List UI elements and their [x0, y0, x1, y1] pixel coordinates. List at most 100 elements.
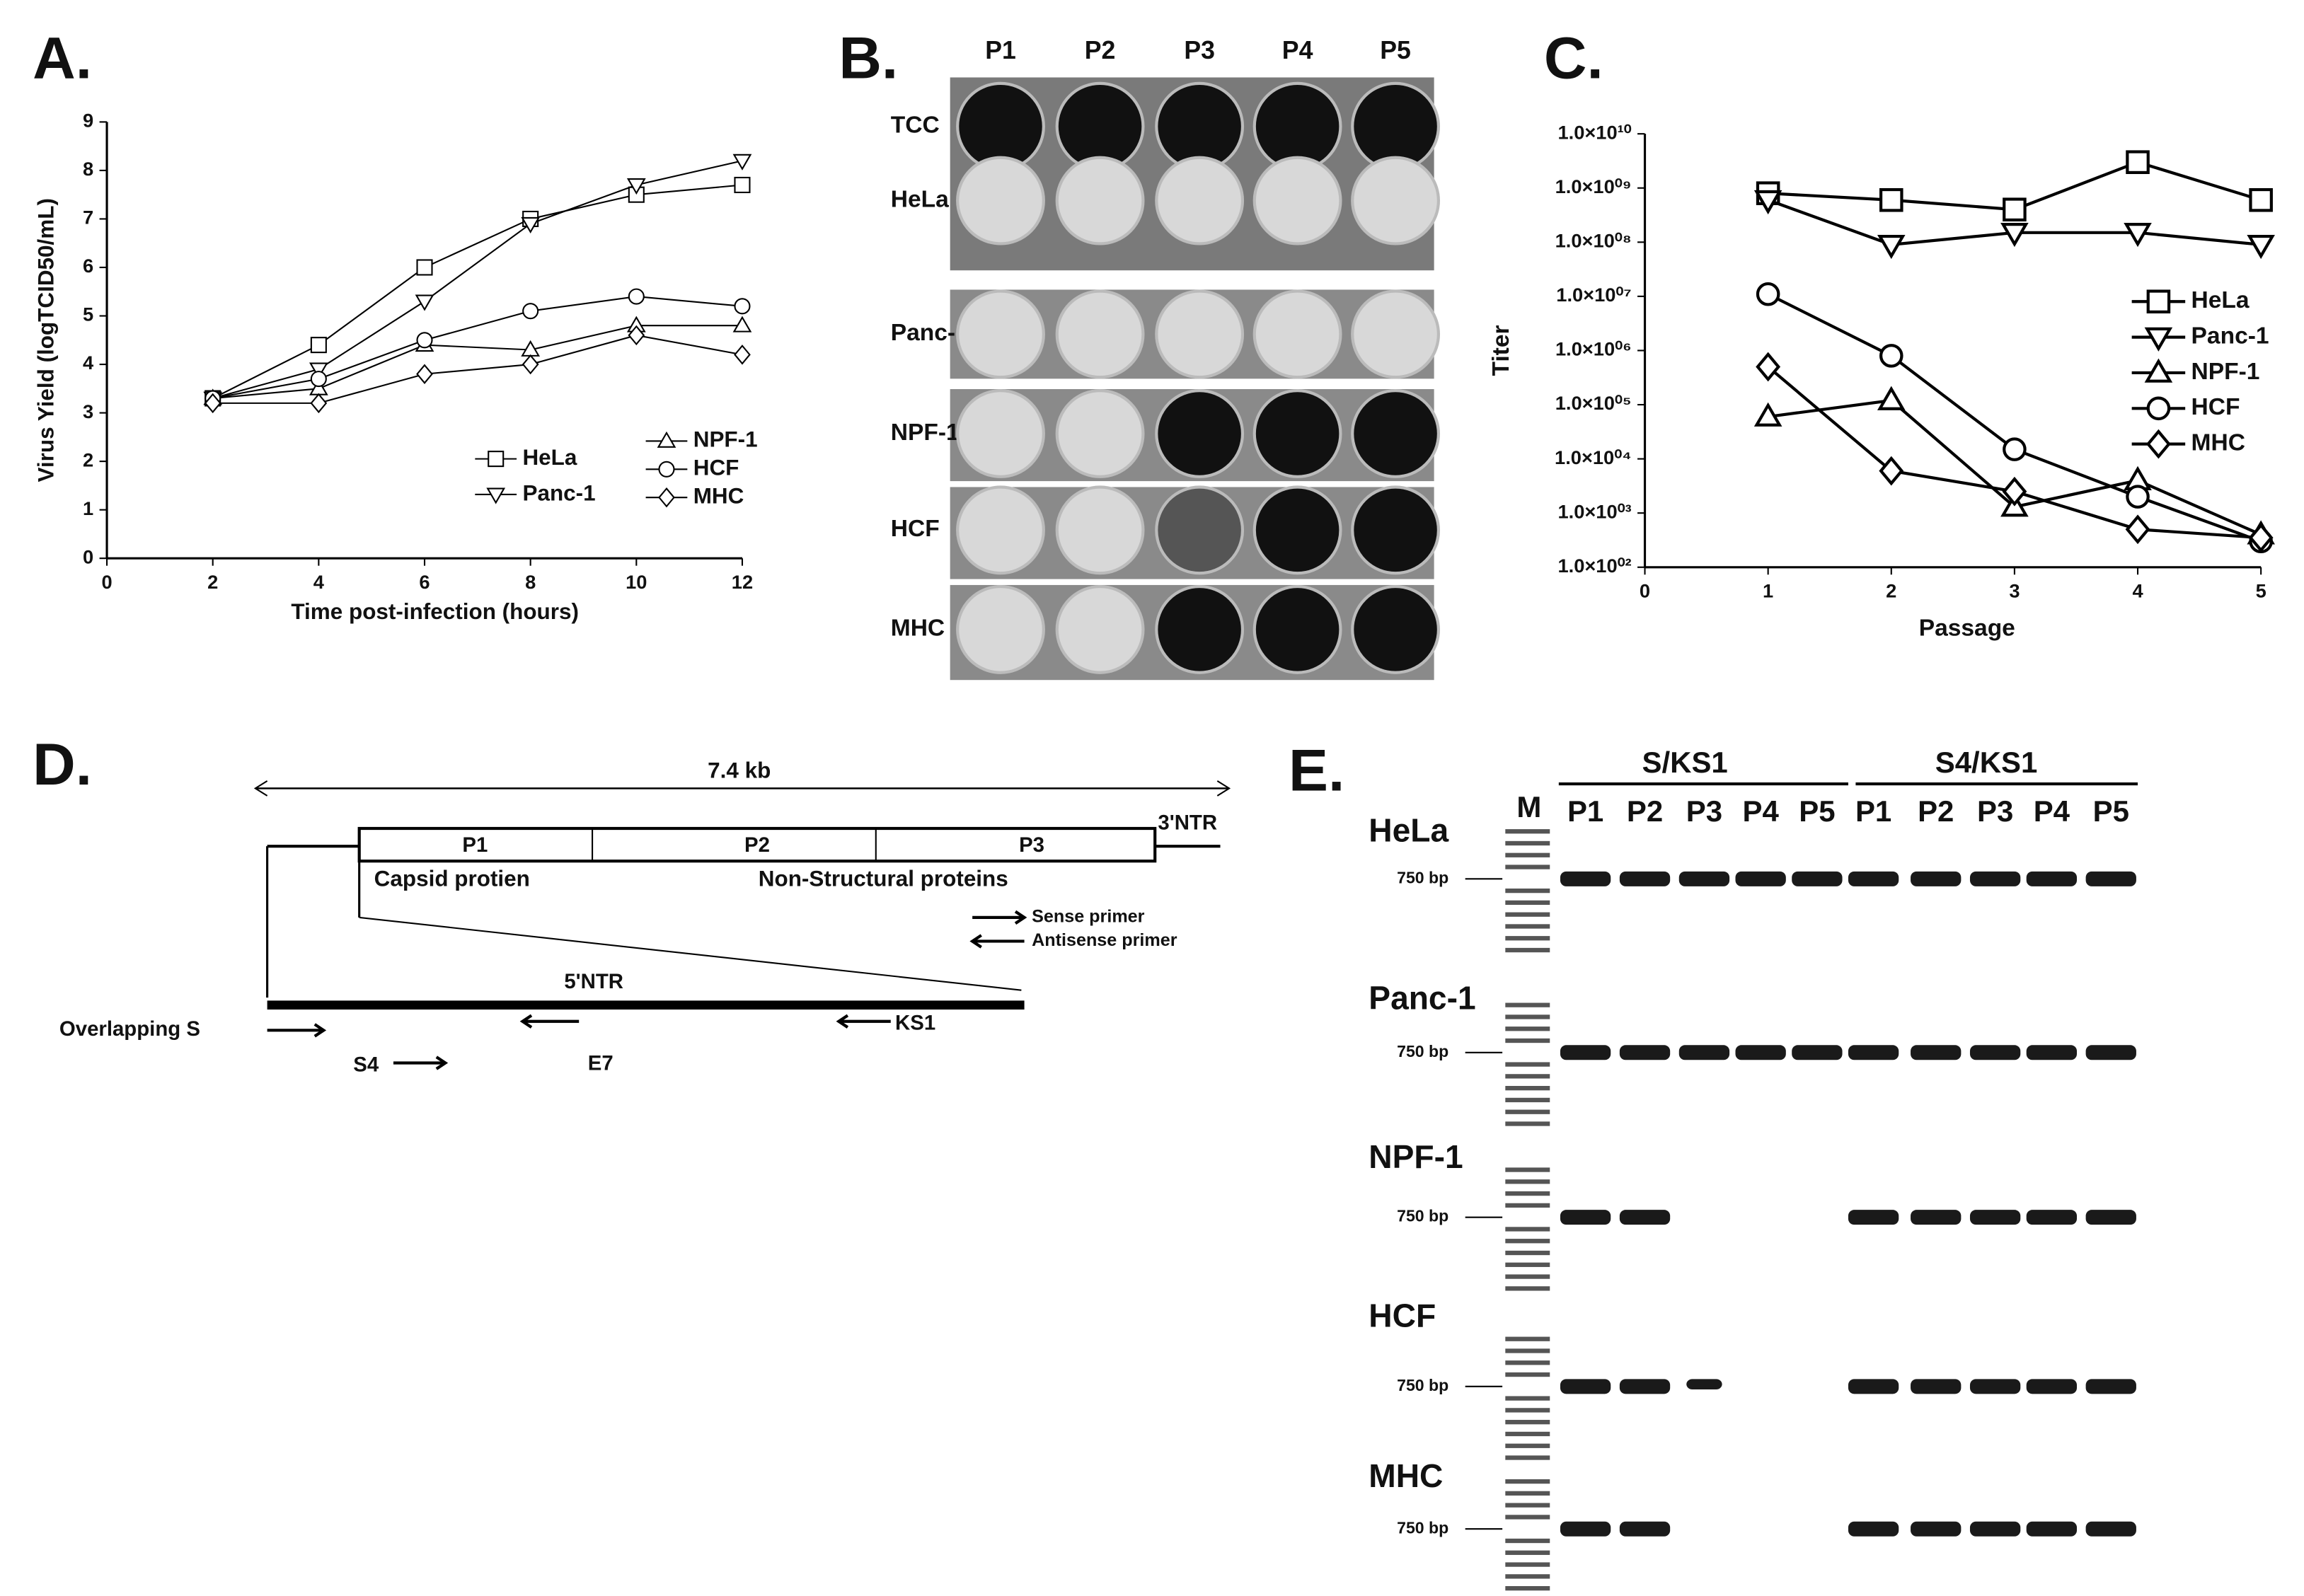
ladder-band — [1505, 1074, 1550, 1079]
ladder-band — [1505, 840, 1550, 846]
marker — [204, 393, 221, 414]
legend-marker — [658, 461, 675, 478]
group-label: S/KS1 — [1642, 746, 1728, 779]
y-tick-label: 1.0×10⁰⁷ — [1556, 284, 1631, 306]
marker — [309, 362, 328, 379]
ladder-band — [1505, 1479, 1550, 1484]
row-label: Panc-1 — [1369, 980, 1475, 1017]
band — [1848, 871, 1899, 886]
row-label: MHC — [1369, 1457, 1443, 1494]
well — [956, 584, 1045, 674]
size-label: 750 bp — [1397, 1518, 1448, 1537]
marker — [2247, 234, 2275, 260]
band — [1619, 871, 1671, 886]
band — [1911, 1210, 1962, 1225]
x-tick-label: 1 — [1763, 580, 1773, 602]
legend-label: HeLa — [522, 445, 577, 470]
ladder-band — [1505, 1274, 1550, 1279]
marker — [416, 332, 433, 349]
ladder-band — [1505, 1396, 1550, 1401]
band — [2026, 1210, 2078, 1225]
marker — [1877, 386, 1906, 410]
row-label: HeLa — [1369, 811, 1448, 848]
ladder-band — [1505, 1586, 1550, 1591]
band — [1619, 1379, 1671, 1394]
well — [1055, 584, 1145, 674]
y-tick-label: 3 — [83, 400, 93, 422]
y-tick-label: 4 — [83, 352, 94, 374]
ladder-band — [1505, 1121, 1550, 1126]
well — [1252, 156, 1342, 245]
y-tick-label: 1.0×10⁰⁴ — [1555, 446, 1632, 468]
group-label: S4/KS1 — [1935, 746, 2038, 779]
ladder-band — [1505, 1250, 1550, 1256]
marker — [522, 354, 539, 375]
marker — [310, 393, 328, 414]
lane-label: P1 — [1855, 794, 1891, 828]
ladder-band — [1505, 1455, 1550, 1460]
x-tick-label: 0 — [1640, 580, 1650, 602]
ladder-band — [1505, 1550, 1550, 1555]
marker — [1756, 282, 1780, 306]
well — [1351, 289, 1440, 379]
x-tick-label: 12 — [732, 571, 753, 593]
ladder-band — [1505, 1336, 1550, 1341]
series-line — [212, 296, 743, 400]
y-tick-label: 1.0×10⁰⁹ — [1555, 175, 1632, 197]
row-label: HCF — [1369, 1297, 1436, 1334]
row-label: Panc-1 — [891, 320, 969, 346]
marker — [416, 259, 433, 276]
ladder-band — [1505, 1420, 1550, 1425]
ladder-band — [1505, 1408, 1550, 1413]
marker — [734, 176, 751, 194]
primer-label: Overlapping S — [59, 1017, 200, 1041]
ladder-band — [1505, 1027, 1550, 1031]
band — [1619, 1521, 1671, 1537]
band — [1848, 1045, 1899, 1060]
band — [2026, 1045, 2078, 1060]
band — [2085, 1045, 2136, 1060]
marker — [628, 288, 645, 305]
well — [1252, 584, 1342, 674]
series-line — [212, 160, 743, 400]
ladder-band — [1505, 1262, 1550, 1267]
column-label: P1 — [985, 36, 1016, 64]
band — [2026, 1379, 2078, 1394]
band — [1969, 1045, 2021, 1060]
legend-marker — [2144, 358, 2173, 383]
x-tick-label: 4 — [313, 571, 325, 593]
lane-label: P3 — [1686, 794, 1722, 828]
ladder-band — [1505, 1086, 1550, 1091]
marker — [1753, 402, 1782, 427]
ntr5-label: 5'NTR — [564, 970, 623, 993]
ladder-band — [1505, 947, 1550, 953]
well — [1351, 485, 1440, 575]
lane-label: P2 — [1627, 794, 1663, 828]
band — [1969, 1379, 2021, 1394]
well — [1351, 389, 1440, 478]
row-label: NPF-1 — [1369, 1138, 1463, 1175]
x-tick-label: 2 — [1886, 580, 1896, 602]
panel-label: E. — [1289, 737, 1344, 804]
marker — [2248, 523, 2274, 553]
band — [1969, 871, 2021, 886]
lane-label: P1 — [1567, 794, 1603, 828]
ladder-band — [1505, 1191, 1550, 1196]
panel-label: A. — [33, 25, 92, 91]
genome-diagram — [253, 780, 1231, 1070]
ladder-band — [1505, 936, 1550, 941]
well — [1252, 485, 1342, 575]
ladder-band — [1505, 1491, 1550, 1496]
marker — [1877, 234, 1906, 260]
column-label: P2 — [1085, 36, 1116, 64]
x-tick-label: 3 — [2009, 580, 2020, 602]
legend-marker — [657, 431, 676, 448]
y-tick-label: 2 — [83, 449, 93, 470]
nonstructural-label: Non-Structural proteins — [759, 867, 1008, 891]
band — [1560, 1379, 1611, 1394]
band — [1911, 1521, 1962, 1537]
marker — [2126, 485, 2150, 509]
y-tick-label: 1 — [83, 497, 93, 519]
row-label: HCF — [891, 516, 940, 542]
